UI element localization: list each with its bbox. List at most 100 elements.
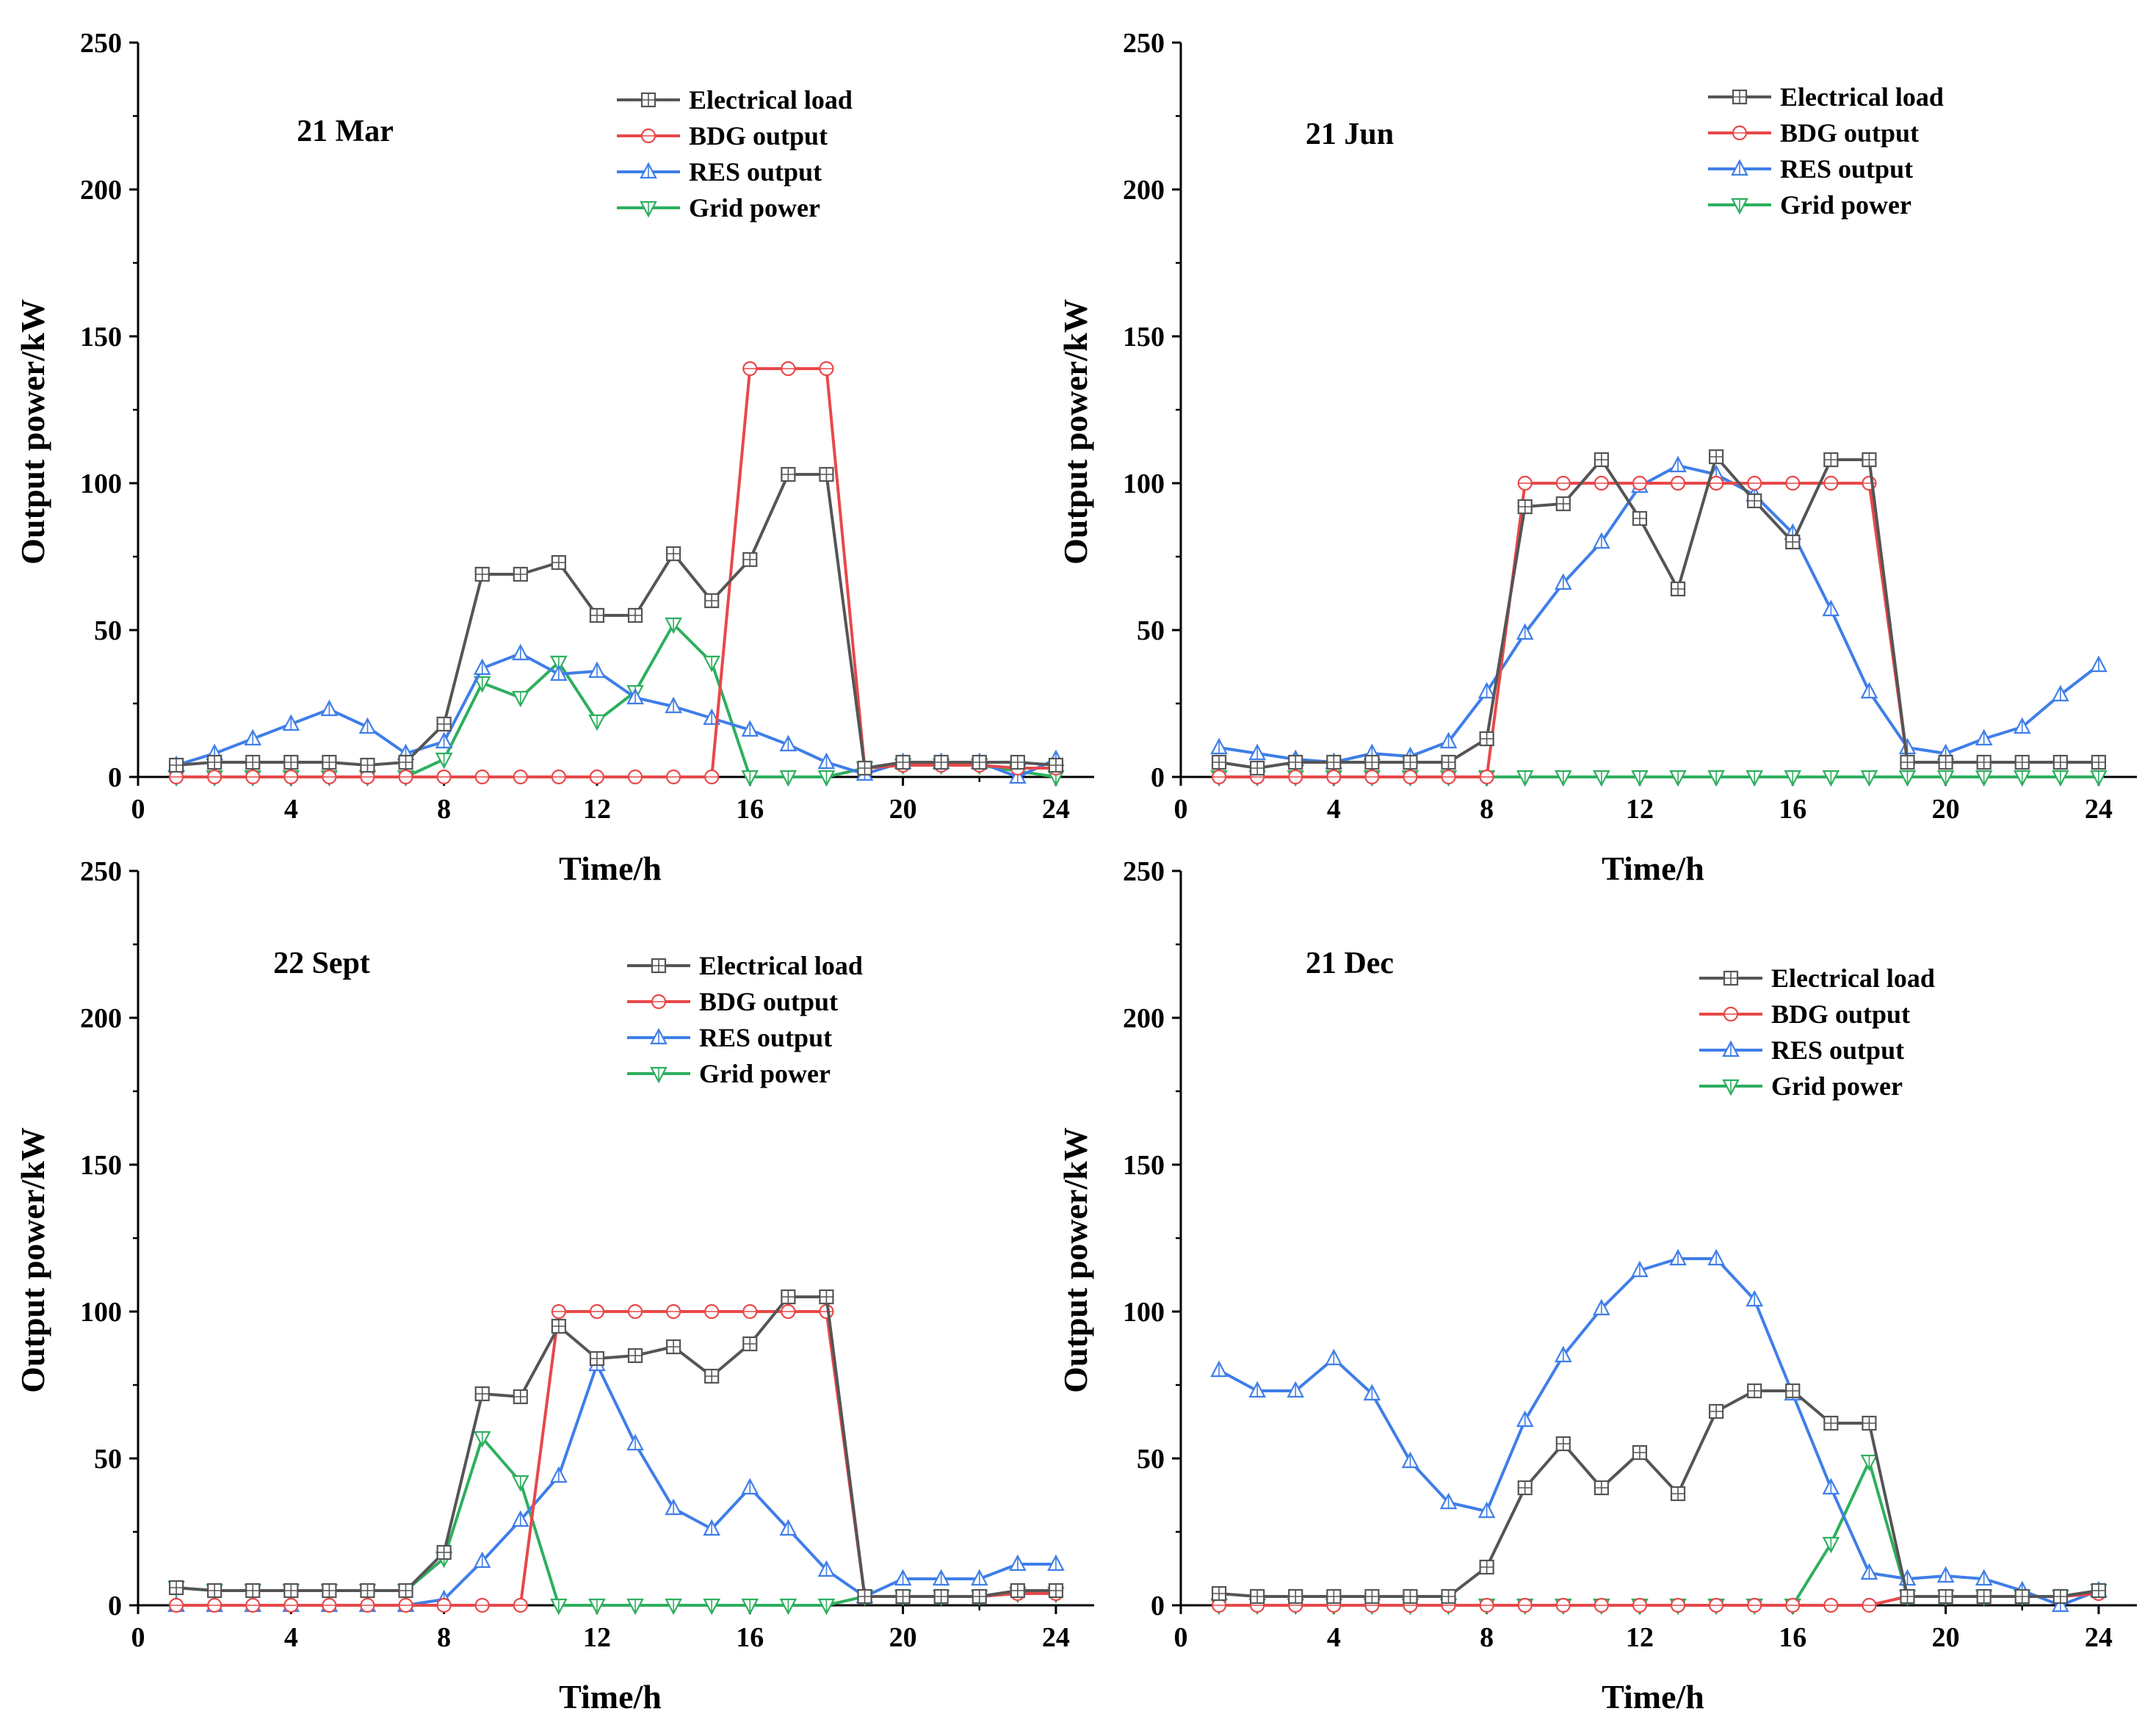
data-point-electrical-load (436, 1544, 452, 1560)
data-point-grid-power (2090, 770, 2108, 787)
data-point-res-output (511, 1510, 529, 1527)
y-axis-label: Output power/kW (1057, 1127, 1094, 1393)
data-point-grid-power (1860, 1454, 1878, 1472)
legend-marker (1722, 1079, 1740, 1096)
y-tick-label: 100 (80, 469, 122, 499)
data-point-res-output (244, 728, 262, 746)
data-point-electrical-load (322, 1583, 337, 1599)
x-axis-label: Time/h (559, 850, 662, 887)
data-point-grid-power (1516, 770, 1534, 787)
data-point-bdg-output (1632, 1597, 1648, 1613)
data-point-bdg-output (1709, 1597, 1724, 1613)
data-point-bdg-output (1594, 475, 1609, 491)
data-point-electrical-load (1517, 1480, 1533, 1496)
data-point-electrical-load (666, 1339, 681, 1355)
x-tick-label: 16 (1779, 1622, 1806, 1653)
data-point-bdg-output (1517, 475, 1533, 491)
x-tick-label: 0 (1174, 794, 1188, 825)
data-point-bdg-output (207, 769, 223, 785)
x-tick-label: 4 (284, 794, 298, 825)
legend-marker (1731, 198, 1748, 215)
legend-marker (1723, 970, 1739, 986)
series-line-electrical-load (1218, 455, 2099, 770)
data-point-electrical-load (2052, 754, 2068, 770)
data-point-electrical-load (2091, 1583, 2107, 1599)
series-line-res-output (176, 1363, 1056, 1607)
data-point-electrical-load (1326, 1588, 1342, 1605)
series-line-grid-power (176, 623, 1057, 778)
data-point-grid-power (817, 770, 836, 787)
data-point-bdg-output (207, 1597, 223, 1613)
data-point-bdg-output (436, 769, 452, 785)
data-point-bdg-output (322, 769, 337, 785)
y-tick-label: 50 (94, 1444, 122, 1475)
data-point-electrical-load (1441, 754, 1456, 770)
data-point-grid-power (2013, 770, 2031, 787)
data-point-grid-power (1593, 770, 1610, 787)
legend-entry: Grid power (699, 1059, 831, 1088)
y-axis-label: Output power/kW (14, 1127, 51, 1393)
data-point-electrical-load (360, 757, 375, 773)
data-point-res-output (320, 699, 339, 717)
data-point-res-output (1860, 1563, 1878, 1580)
data-point-electrical-load (1010, 754, 1025, 770)
y-tick-label: 200 (1123, 175, 1165, 206)
data-point-res-output (1047, 1554, 1065, 1572)
data-point-electrical-load (1594, 1480, 1609, 1496)
y-tick-label: 200 (80, 1003, 122, 1034)
y-tick-label: 50 (1137, 1444, 1165, 1475)
x-tick-label: 12 (1626, 794, 1654, 825)
legend-marker (640, 162, 657, 179)
data-point-electrical-load (1594, 452, 1609, 468)
data-point-grid-power (626, 1598, 644, 1616)
legend-marker (1723, 1006, 1739, 1022)
data-point-electrical-load (1479, 731, 1494, 747)
data-point-electrical-load (168, 757, 184, 773)
data-point-electrical-load (1441, 1588, 1456, 1605)
data-point-res-output (1822, 1478, 1840, 1495)
data-point-electrical-load (1900, 754, 1915, 770)
legend-entry: RES output (1771, 1035, 1904, 1065)
data-point-grid-power (473, 676, 491, 693)
legend: Electrical load BDG output RES output Grid … (617, 85, 853, 223)
data-point-res-output (1287, 1381, 1305, 1398)
chart-panel-3: 0 50 100 150 200 250 0 4 8 12 16 20 24 Time/h Output p… (14, 856, 1094, 1715)
data-point-res-output (1363, 1384, 1381, 1401)
data-point-electrical-load (704, 593, 720, 609)
data-point-bdg-output (1211, 1597, 1227, 1613)
x-tick-label: 24 (2085, 794, 2113, 825)
data-point-electrical-load (1250, 760, 1265, 776)
data-point-grid-power (665, 617, 682, 634)
data-point-electrical-load (551, 554, 566, 571)
legend: Electrical load BDG output RES output Grid … (627, 951, 863, 1088)
data-point-bdg-output (781, 1303, 796, 1320)
data-point-bdg-output (436, 1597, 452, 1613)
data-point-electrical-load (245, 1583, 261, 1599)
legend: Electrical load BDG output RES output Grid … (1708, 82, 1944, 220)
data-point-res-output (1439, 731, 1458, 749)
x-tick-label: 0 (131, 794, 145, 825)
data-point-electrical-load (1747, 1383, 1762, 1399)
data-point-res-output (550, 664, 568, 681)
legend-entry: Grid power (1780, 190, 1911, 220)
legend-entry: BDG output (1780, 118, 1919, 148)
data-point-bdg-output (1479, 769, 1494, 785)
x-tick-label: 12 (583, 1622, 611, 1653)
x-tick-label: 8 (1480, 794, 1494, 825)
x-tick-label: 20 (889, 794, 917, 825)
data-point-res-output (1669, 455, 1687, 473)
data-point-electrical-load (1785, 534, 1801, 550)
data-point-bdg-output (742, 361, 758, 377)
data-point-grid-power (2052, 770, 2069, 787)
data-point-electrical-load (1326, 754, 1342, 770)
data-point-bdg-output (1670, 475, 1686, 491)
data-point-bdg-output (551, 769, 566, 785)
chart-panel-2: 0 50 100 150 200 250 0 4 8 12 16 20 24 Time/h Output p… (1057, 28, 2137, 887)
data-point-electrical-load (895, 1588, 911, 1605)
data-point-electrical-load (398, 754, 413, 770)
legend-entry: BDG output (689, 121, 828, 151)
data-point-res-output (1477, 1501, 1496, 1519)
x-tick-label: 24 (2085, 1622, 2113, 1653)
data-point-electrical-load (513, 566, 528, 582)
chart-title: 22 Sept (273, 947, 370, 980)
